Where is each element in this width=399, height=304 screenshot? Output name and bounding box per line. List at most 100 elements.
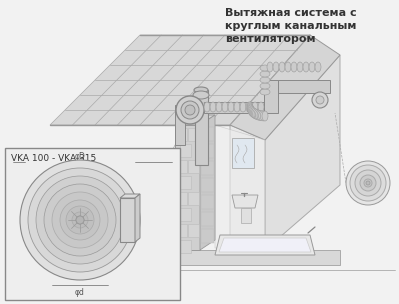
Ellipse shape [252,102,258,112]
Polygon shape [135,194,140,242]
Ellipse shape [297,62,303,72]
Bar [176,192,187,205]
Polygon shape [278,80,330,93]
Ellipse shape [228,102,234,112]
Ellipse shape [234,102,240,112]
Ellipse shape [366,181,370,185]
Ellipse shape [240,102,246,112]
Bar [180,144,191,157]
Ellipse shape [181,101,199,119]
Text: Вытяжная система с: Вытяжная система с [225,8,357,18]
Polygon shape [200,115,215,250]
Ellipse shape [279,62,285,72]
Ellipse shape [194,87,208,93]
Ellipse shape [267,62,273,72]
Polygon shape [160,250,340,265]
Text: вентилятором: вентилятором [225,34,316,44]
Bar [176,224,187,237]
Ellipse shape [346,161,390,205]
Ellipse shape [258,102,264,112]
Polygon shape [230,35,340,140]
Bar [201,178,214,192]
Polygon shape [204,102,264,113]
Ellipse shape [309,62,315,72]
Bar [201,229,214,243]
Ellipse shape [260,65,270,71]
Ellipse shape [260,77,270,83]
Ellipse shape [52,192,108,248]
Polygon shape [50,35,310,125]
Ellipse shape [204,102,210,112]
Polygon shape [219,238,311,252]
Ellipse shape [260,111,266,121]
Ellipse shape [257,110,263,120]
Bar [241,208,251,223]
Ellipse shape [360,175,376,191]
Ellipse shape [60,200,100,240]
Bar [188,128,199,141]
Text: φD: φD [75,152,85,161]
Ellipse shape [291,62,297,72]
Ellipse shape [66,206,94,234]
Ellipse shape [193,91,209,99]
Bar [201,212,214,226]
Ellipse shape [249,107,255,117]
Ellipse shape [259,111,265,121]
Polygon shape [175,115,215,125]
Ellipse shape [246,102,252,112]
Ellipse shape [303,62,309,72]
Ellipse shape [315,62,321,72]
Polygon shape [120,198,135,242]
Ellipse shape [250,108,256,118]
Bar [176,128,187,141]
Ellipse shape [316,96,324,104]
Ellipse shape [247,102,253,112]
Ellipse shape [76,216,84,224]
Bar [180,208,191,221]
Text: φd: φd [75,288,85,297]
Bar [232,138,254,168]
Ellipse shape [247,103,253,113]
Ellipse shape [72,212,88,228]
Ellipse shape [364,179,372,187]
Bar [188,160,199,173]
Ellipse shape [285,62,291,72]
Ellipse shape [185,105,195,115]
Ellipse shape [249,106,255,116]
Ellipse shape [260,83,270,89]
Polygon shape [232,195,258,208]
Bar [188,224,199,237]
Ellipse shape [176,96,204,124]
Ellipse shape [251,108,257,118]
Bar [180,176,191,189]
Polygon shape [265,55,340,250]
Bar [201,195,214,209]
Polygon shape [120,194,140,198]
Ellipse shape [36,176,124,264]
Polygon shape [175,125,200,250]
Polygon shape [195,90,208,165]
Ellipse shape [350,165,386,201]
Polygon shape [264,80,278,113]
Ellipse shape [44,184,116,256]
Ellipse shape [28,168,132,272]
Text: круглым канальным: круглым канальным [225,21,356,31]
Ellipse shape [260,89,270,95]
Ellipse shape [248,105,254,115]
Ellipse shape [253,109,259,119]
Polygon shape [230,125,265,250]
Ellipse shape [254,110,260,119]
Text: VKA 100 - VKA 315: VKA 100 - VKA 315 [11,154,96,163]
Ellipse shape [355,170,381,196]
Polygon shape [175,105,185,145]
Polygon shape [215,235,315,255]
Ellipse shape [312,92,328,108]
Ellipse shape [20,160,140,280]
Ellipse shape [255,110,261,120]
Polygon shape [215,125,265,248]
Ellipse shape [210,102,216,112]
Bar [180,240,191,253]
Bar [5,148,180,300]
Bar [201,127,214,141]
Ellipse shape [260,71,270,77]
